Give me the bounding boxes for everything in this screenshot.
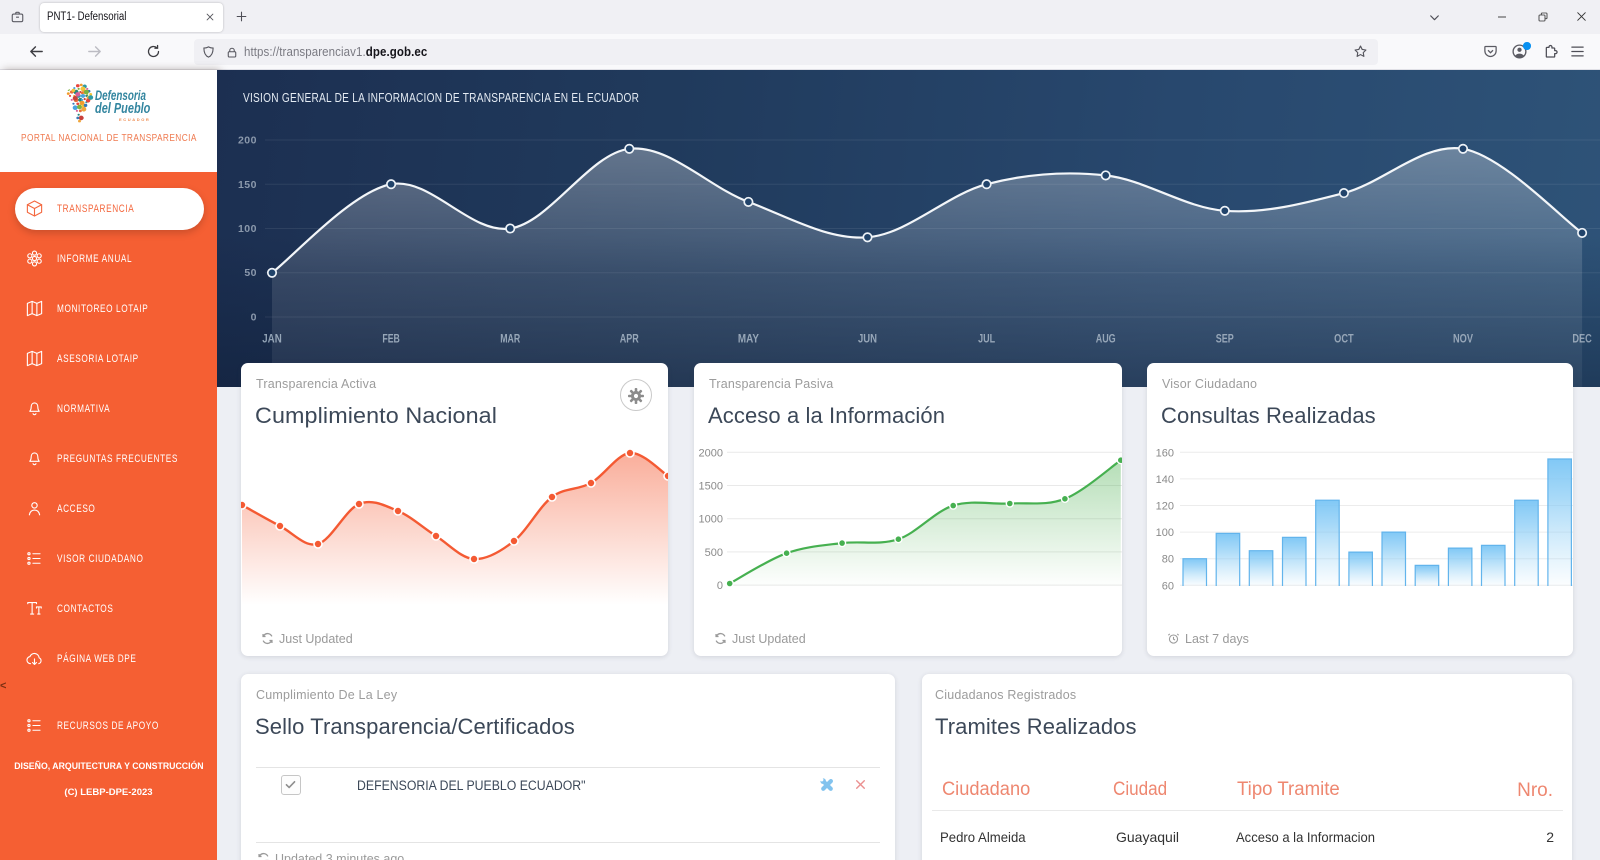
svg-text:200: 200: [238, 135, 257, 147]
svg-text:2000: 2000: [699, 447, 723, 459]
svg-text:50: 50: [244, 267, 257, 279]
svg-text:500: 500: [705, 547, 723, 559]
svg-text:0: 0: [717, 580, 723, 592]
svg-text:100: 100: [238, 223, 257, 235]
svg-text:0: 0: [251, 312, 257, 324]
svg-text:140: 140: [1156, 474, 1174, 486]
svg-text:160: 160: [1156, 447, 1174, 459]
svg-text:80: 80: [1162, 554, 1174, 566]
svg-text:120: 120: [1156, 501, 1174, 513]
svg-text:1500: 1500: [699, 481, 723, 493]
svg-text:100: 100: [1156, 527, 1174, 539]
svg-text:1000: 1000: [699, 514, 723, 526]
svg-text:60: 60: [1162, 580, 1174, 592]
svg-text:150: 150: [238, 179, 257, 191]
